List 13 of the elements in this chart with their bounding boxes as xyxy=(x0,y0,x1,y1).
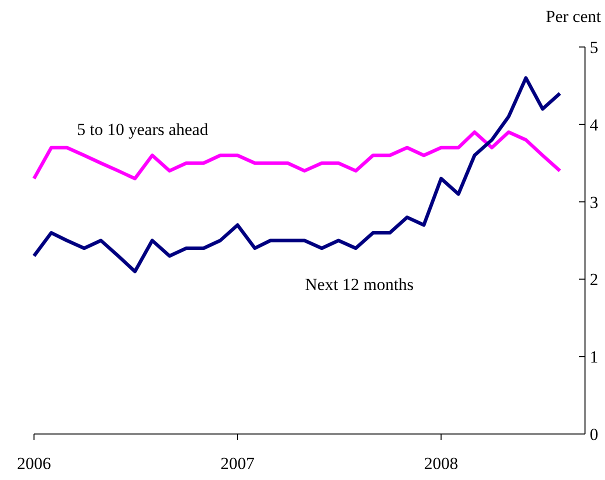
y-axis-title: Per cent xyxy=(546,7,602,26)
x-tick-label: 2007 xyxy=(220,454,256,473)
y-tick-label: 2 xyxy=(590,270,598,290)
x-tick-label: 2006 xyxy=(17,454,51,473)
series-label: Next 12 months xyxy=(305,275,414,294)
line-series xyxy=(32,76,562,274)
y-tick-label: 4 xyxy=(590,115,599,134)
y-tick-label: 0 xyxy=(590,425,598,444)
x-tick-label: 2008 xyxy=(424,454,458,473)
y-tick-label: 1 xyxy=(590,348,598,367)
y-tick-label: 3 xyxy=(590,192,598,212)
y-tick-label: 5 xyxy=(590,38,598,57)
series-label: 5 to 10 years ahead xyxy=(77,120,209,139)
